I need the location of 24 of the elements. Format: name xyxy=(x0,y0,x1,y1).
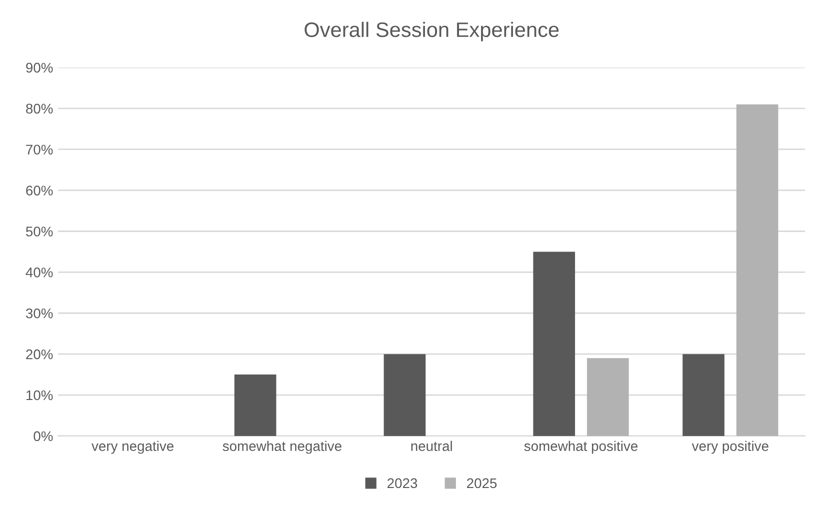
y-tick-label: 0% xyxy=(34,431,53,442)
y-tick-label: 80% xyxy=(26,104,53,114)
bar xyxy=(533,252,576,436)
y-tick-label: 40% xyxy=(26,268,53,278)
bar xyxy=(586,358,629,436)
bar xyxy=(736,104,778,436)
bar xyxy=(682,354,724,436)
y-tick-label: 60% xyxy=(26,186,53,196)
x-tick-label: very negative xyxy=(92,440,174,454)
y-tick-label: 50% xyxy=(26,226,53,236)
bar xyxy=(234,374,276,436)
y-tick-label: 30% xyxy=(26,308,53,318)
legend-label: 2025 xyxy=(467,478,497,488)
chart-title: Overall Session Experience xyxy=(304,22,559,42)
bar xyxy=(384,354,426,436)
y-tick-label: 20% xyxy=(26,349,53,360)
y-tick-label: 70% xyxy=(26,144,53,155)
x-tick-label: somewhat negative xyxy=(222,440,342,454)
x-tick-label: neutral xyxy=(411,440,452,452)
legend-label: 2023 xyxy=(388,478,418,488)
y-tick-label: 10% xyxy=(26,390,53,400)
x-tick-label: very positive xyxy=(692,440,768,454)
x-tick-label: somewhat positive xyxy=(524,440,638,454)
y-tick-label: 90% xyxy=(26,62,53,73)
